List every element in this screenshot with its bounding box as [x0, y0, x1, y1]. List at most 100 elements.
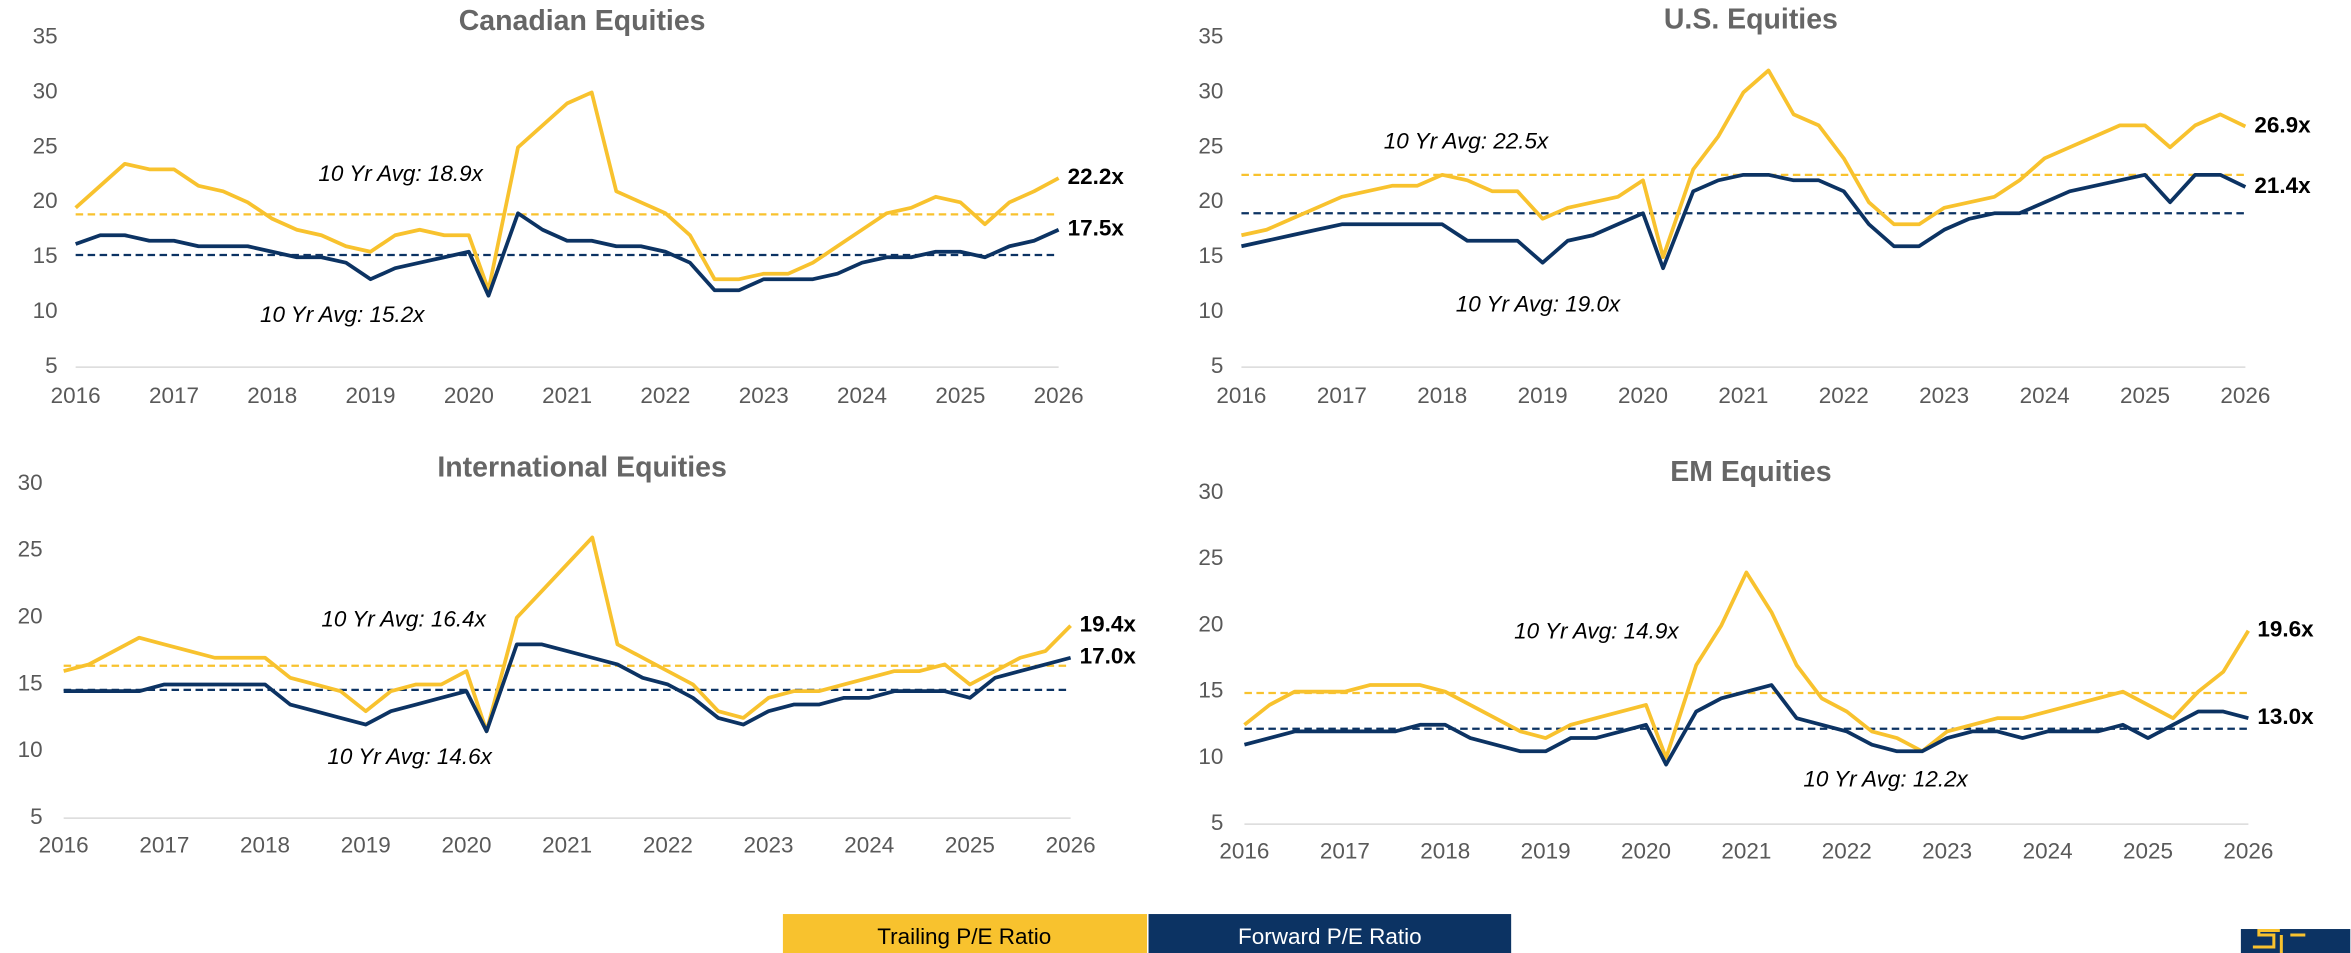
y-tick-label: 30	[33, 78, 58, 103]
y-tick-label: 30	[1198, 78, 1223, 103]
series-line	[75, 211, 1060, 298]
average-label: 10 Yr Avg: 18.9x	[318, 161, 483, 186]
series-line	[1243, 570, 2250, 760]
y-tick-label: 20	[1198, 611, 1223, 636]
average-label: 10 Yr Avg: 19.0x	[1456, 292, 1621, 317]
series-line	[63, 642, 1072, 734]
x-tick-label: 2016	[39, 833, 89, 858]
series-line	[74, 90, 1060, 293]
chart-title: Canadian Equities	[459, 5, 706, 37]
chart-title: International Equities	[437, 452, 726, 484]
x-tick-label: 2018	[240, 833, 290, 858]
logo-background	[2240, 929, 2351, 953]
x-tick-label: 2026	[1046, 833, 1096, 858]
x-tick-label: 2025	[935, 383, 985, 408]
end-label: 13.0x	[2257, 704, 2314, 729]
legend: Trailing P/E Ratio Forward P/E Ratio	[782, 914, 1512, 953]
x-tick-label: 2025	[2120, 383, 2170, 408]
x-tick-label: 2025	[2123, 839, 2173, 864]
y-tick-label: 5	[45, 353, 57, 378]
x-tick-label: 2016	[51, 383, 101, 408]
x-tick-label: 2024	[2020, 383, 2070, 408]
x-tick-label: 2021	[542, 833, 592, 858]
x-tick-label: 2022	[1822, 839, 1872, 864]
series-line	[1241, 68, 2247, 260]
legend-swatch	[782, 914, 1148, 953]
end-label: 19.6x	[2257, 617, 2314, 642]
y-tick-label: 25	[1198, 545, 1223, 570]
x-tick-label: 2023	[739, 383, 789, 408]
x-tick-label: 2023	[1919, 383, 1969, 408]
y-tick-label: 10	[1198, 298, 1223, 323]
y-tick-label: 15	[1198, 678, 1223, 703]
legend-label: Trailing P/E Ratio	[877, 924, 1051, 949]
y-tick-label: 5	[1211, 353, 1224, 378]
x-tick-label: 2021	[542, 383, 592, 408]
y-tick-label: 25	[18, 537, 43, 562]
series-line	[1241, 172, 2247, 271]
x-tick-label: 2019	[1518, 383, 1568, 408]
end-label: 26.9x	[2254, 112, 2311, 137]
x-tick-label: 2018	[1417, 383, 1467, 408]
y-tick-label: 35	[33, 23, 58, 48]
end-label: 17.0x	[1080, 644, 1137, 669]
x-tick-label: 2023	[744, 833, 794, 858]
series-line	[1243, 683, 2249, 767]
x-tick-label: 2020	[1621, 839, 1671, 864]
y-tick-label: 5	[1211, 810, 1224, 835]
average-label: 10 Yr Avg: 14.9x	[1514, 618, 1679, 643]
x-tick-label: 2021	[1718, 383, 1768, 408]
x-tick-label: 2026	[1034, 383, 1084, 408]
x-tick-label: 2023	[1922, 839, 1972, 864]
y-tick-label: 20	[1198, 188, 1223, 213]
average-label: 10 Yr Avg: 15.2x	[260, 302, 425, 327]
chart-title: U.S. Equities	[1664, 3, 1838, 35]
y-tick-label: 25	[1198, 133, 1223, 158]
chart-title: EM Equities	[1670, 456, 1831, 488]
end-label: 19.4x	[1080, 612, 1137, 637]
average-label: 10 Yr Avg: 22.5x	[1384, 128, 1549, 153]
x-tick-label: 2020	[1618, 383, 1668, 408]
legend-swatch	[1148, 914, 1512, 953]
x-tick-label: 2022	[640, 383, 690, 408]
x-tick-label: 2024	[844, 833, 894, 858]
x-tick-label: 2024	[2023, 839, 2073, 864]
y-tick-label: 10	[1198, 744, 1223, 769]
y-tick-label: 30	[1198, 479, 1223, 504]
average-label: 10 Yr Avg: 12.2x	[1803, 767, 1968, 792]
x-tick-label: 2016	[1216, 383, 1266, 408]
x-tick-label: 2026	[2223, 839, 2273, 864]
x-tick-label: 2025	[945, 833, 995, 858]
y-tick-label: 10	[18, 737, 43, 762]
x-tick-label: 2020	[444, 383, 494, 408]
end-label: 21.4x	[2254, 173, 2311, 198]
x-tick-label: 2022	[1819, 383, 1869, 408]
x-tick-label: 2018	[247, 383, 297, 408]
y-tick-label: 10	[33, 298, 58, 323]
average-label: 10 Yr Avg: 16.4x	[321, 606, 486, 631]
x-tick-label: 2017	[149, 383, 199, 408]
x-tick-label: 2020	[441, 833, 491, 858]
x-tick-label: 2017	[1317, 383, 1367, 408]
x-tick-label: 2017	[1320, 839, 1370, 864]
x-tick-label: 2019	[346, 383, 396, 408]
average-label: 10 Yr Avg: 14.6x	[327, 744, 492, 769]
x-tick-label: 2026	[2220, 383, 2270, 408]
y-tick-label: 20	[33, 188, 58, 213]
legend-label: Forward P/E Ratio	[1238, 924, 1422, 949]
x-tick-label: 2016	[1219, 839, 1269, 864]
x-tick-label: 2018	[1420, 839, 1470, 864]
logo-mark	[2252, 929, 2306, 953]
end-label: 22.2x	[1068, 164, 1125, 189]
logo	[2240, 929, 2351, 953]
x-tick-label: 2024	[837, 383, 887, 408]
x-tick-label: 2019	[1521, 839, 1571, 864]
y-tick-label: 35	[1198, 23, 1223, 48]
x-tick-label: 2019	[341, 833, 391, 858]
y-tick-label: 15	[18, 670, 43, 695]
